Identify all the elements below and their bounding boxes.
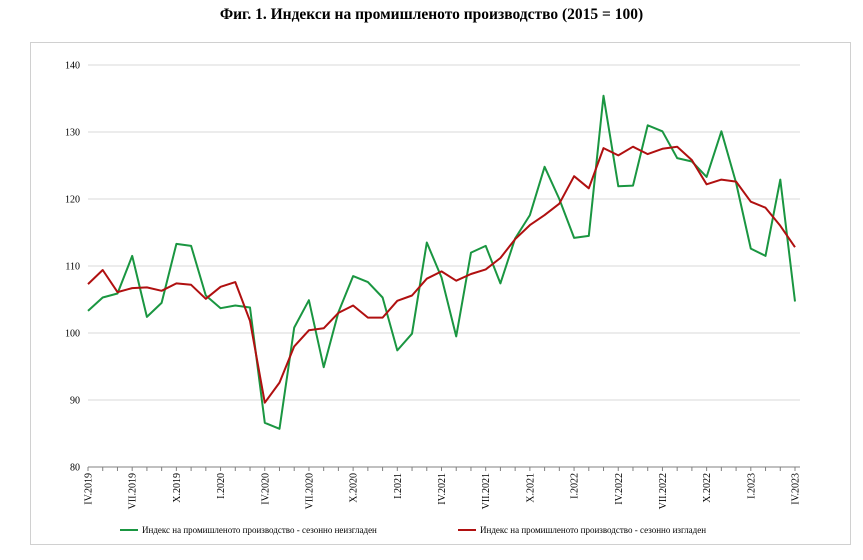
series-line-adjusted xyxy=(87,145,796,404)
x-tick-label: IV.2021 xyxy=(437,473,448,505)
x-tick-label: I.2020 xyxy=(216,473,227,499)
x-tick-label: IV.2019 xyxy=(84,473,95,505)
y-tick-label: 110 xyxy=(65,262,80,273)
x-tick-label: VII.2021 xyxy=(481,473,492,509)
x-tick-label: I.2023 xyxy=(746,473,757,499)
x-tick-label: VII.2020 xyxy=(304,473,315,509)
x-tick-label: IV.2020 xyxy=(260,473,271,505)
y-tick-label: 100 xyxy=(65,329,80,340)
x-tick-label: X.2022 xyxy=(702,473,713,503)
legend-label: Индекс на промишленото производство - се… xyxy=(480,525,706,535)
chart-title: Фиг. 1. Индекси на промишленото производ… xyxy=(219,6,644,23)
x-tick-label: X.2020 xyxy=(349,473,360,503)
y-tick-label: 130 xyxy=(65,128,80,139)
x-tick-label: X.2021 xyxy=(525,473,536,503)
y-tick-label: 140 xyxy=(65,61,80,72)
x-tick-label: I.2022 xyxy=(570,473,581,499)
x-tick-label: VII.2022 xyxy=(658,473,669,509)
y-tick-label: 80 xyxy=(70,463,80,474)
x-tick-label: IV.2023 xyxy=(791,473,802,505)
chart-frame xyxy=(30,42,851,545)
x-tick-label: I.2021 xyxy=(393,473,404,499)
series-line-unadjusted xyxy=(87,94,796,430)
y-tick-label: 120 xyxy=(65,195,80,206)
y-tick-label: 90 xyxy=(70,396,80,407)
x-tick-label: VII.2019 xyxy=(128,473,139,509)
x-tick-label: IV.2022 xyxy=(614,473,625,505)
legend-label: Индекс на промишленото производство - се… xyxy=(142,525,377,535)
x-tick-label: X.2019 xyxy=(172,473,183,503)
